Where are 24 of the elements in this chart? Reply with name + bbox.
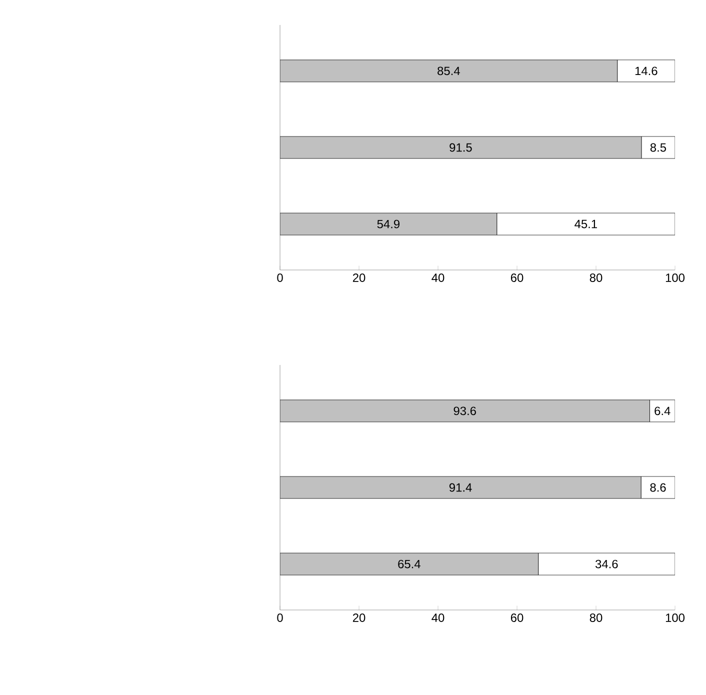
x-tick-label: 80 xyxy=(590,614,602,622)
data-label: 91.4 xyxy=(449,483,472,492)
x-tick-label: 0 xyxy=(277,614,283,622)
x-tick-label: 100 xyxy=(666,614,685,622)
x-tick-label: 20 xyxy=(352,614,366,622)
x-tick-label: 60 xyxy=(510,274,524,282)
data-label: 6.4 xyxy=(654,406,670,416)
x-tick-label: 60 xyxy=(510,614,524,622)
data-label: 91.5 xyxy=(450,143,472,152)
x-tick-label: 40 xyxy=(432,274,444,282)
data-label: 65.4 xyxy=(398,560,420,568)
data-label: 45.1 xyxy=(574,220,597,228)
x-tick-label: 20 xyxy=(352,274,366,282)
data-label: 8.5 xyxy=(650,143,666,152)
data-label: 34.6 xyxy=(595,560,618,568)
x-tick-label: 40 xyxy=(432,614,444,622)
data-label: 54.9 xyxy=(377,220,400,228)
data-label: 85.4 xyxy=(438,66,460,76)
data-label: 14.6 xyxy=(635,66,658,76)
data-label: 8.6 xyxy=(650,483,666,492)
x-tick-label: 100 xyxy=(666,274,685,282)
data-label: 93.6 xyxy=(454,406,476,416)
x-tick-label: 80 xyxy=(590,274,602,282)
x-tick-label: 0 xyxy=(277,274,283,282)
